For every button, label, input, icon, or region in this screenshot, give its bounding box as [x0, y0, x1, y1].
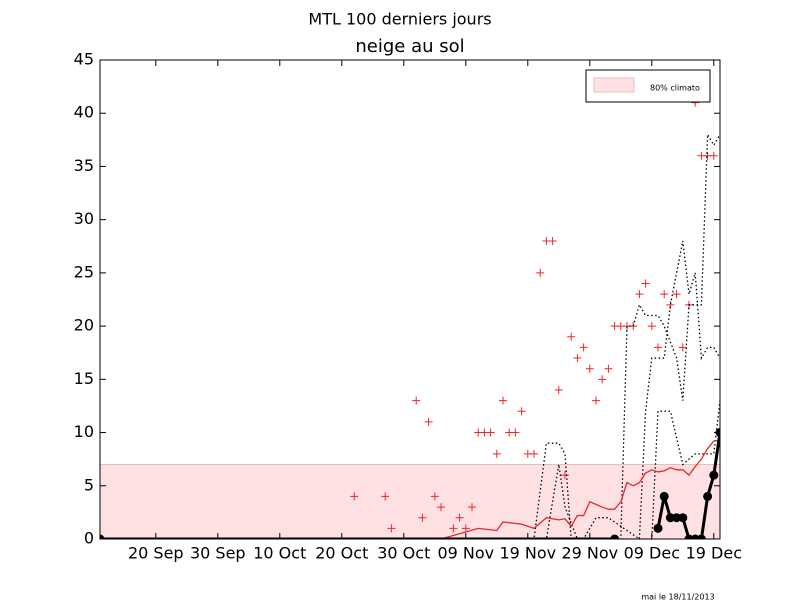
series-line: [100, 439, 720, 539]
plus-marker: [430, 492, 439, 501]
plus-marker: [530, 449, 538, 458]
marker: [672, 513, 682, 523]
y-tick-label: 30: [74, 209, 94, 228]
marker: [610, 534, 620, 539]
x-tick-label: 10 Oct: [253, 544, 306, 563]
plot: [100, 98, 720, 539]
legend-swatch: [593, 77, 635, 93]
y-tick-label: 20: [74, 316, 94, 335]
x-tick-label: 29 Nov: [561, 544, 618, 563]
y-tick-label: 0: [84, 529, 94, 548]
plus-marker: [654, 343, 662, 352]
plus-marker: [387, 524, 396, 533]
y-tick-label: 25: [74, 262, 94, 281]
y-tick-label: 45: [74, 50, 94, 69]
plus-marker: [511, 428, 520, 437]
plus-marker: [604, 364, 613, 373]
marker: [659, 491, 669, 501]
x-tick-label: 30 Sep: [190, 544, 246, 563]
series-line: [100, 132, 720, 539]
x-tick-label: 09 Dec: [624, 544, 680, 563]
plus-marker: [598, 375, 607, 384]
plus-marker: [567, 332, 576, 341]
x-tick-label: 19 Dec: [686, 544, 742, 563]
plus-marker: [647, 322, 656, 331]
x-tick-label: 09 Nov: [437, 544, 494, 563]
plus-marker: [449, 524, 458, 533]
plus-marker: [412, 396, 421, 405]
plus-marker: [418, 513, 427, 522]
plus-marker: [585, 364, 594, 373]
plus-marker: [579, 343, 588, 352]
plus-marker: [573, 354, 582, 363]
climate-band: [100, 464, 720, 539]
marker: [703, 491, 713, 501]
plus-marker: [548, 236, 557, 245]
x-tick-label: 20 Oct: [315, 544, 368, 563]
plus-marker: [561, 471, 569, 480]
plus-marker: [592, 396, 600, 405]
x-tick-label: 19 Nov: [499, 544, 556, 563]
plot-frame: [99, 59, 721, 540]
plus-marker: [536, 268, 545, 277]
plus-marker: [461, 524, 470, 533]
plus-marker: [424, 417, 433, 426]
chart-title: neige au sol: [355, 36, 464, 57]
marker: [653, 523, 663, 533]
suptitle: MTL 100 derniers jours: [308, 10, 491, 29]
y-tick-label: 5: [84, 475, 94, 494]
marker: [665, 513, 675, 523]
plus-marker: [468, 503, 476, 512]
plus-marker: [672, 290, 681, 299]
plus-marker: [660, 290, 669, 299]
legend-label: 80% climato: [650, 84, 700, 93]
plus-marker: [641, 279, 650, 288]
y-tick-label: 40: [74, 103, 94, 122]
marker: [100, 534, 105, 539]
plus-marker: [437, 503, 445, 512]
series-line: [100, 240, 720, 539]
marker: [709, 470, 719, 480]
marker: [678, 513, 688, 523]
plus-marker: [486, 428, 495, 437]
y-tick-label: 10: [74, 422, 94, 441]
series-line: [656, 432, 720, 539]
plus-marker: [350, 492, 359, 501]
plus-marker: [499, 396, 507, 405]
y-tick-label: 15: [74, 369, 94, 388]
plus-marker: [492, 449, 501, 458]
marker: [696, 534, 706, 539]
plus-marker: [517, 407, 526, 416]
plus-marker: [678, 343, 687, 352]
plus-marker: [709, 151, 718, 160]
y-tick-label: 35: [74, 156, 94, 175]
x-tick-label: 30 Oct: [377, 544, 430, 563]
footnote: mai le 18/11/2013: [641, 593, 714, 600]
plus-marker: [381, 492, 390, 501]
plus-marker: [635, 290, 644, 299]
x-tick-label: 20 Sep: [128, 544, 184, 563]
plus-marker: [554, 385, 563, 394]
plus-marker: [455, 513, 464, 522]
